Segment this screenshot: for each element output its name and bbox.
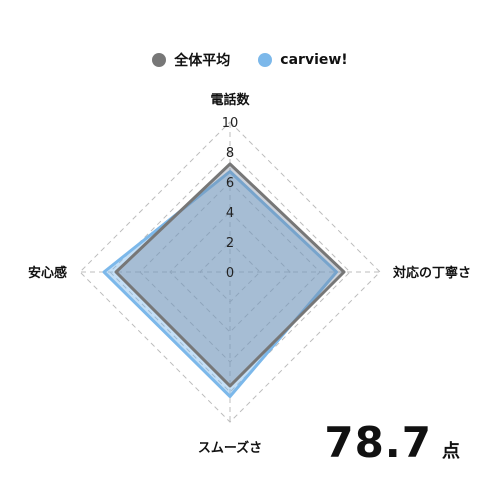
legend-swatch-average: [152, 53, 167, 67]
tick-label-6: 6: [226, 176, 234, 191]
axis-label-0: 電話数: [210, 92, 250, 108]
series-average-area: [114, 162, 346, 388]
legend-item-carview: carview!: [258, 50, 348, 70]
score-unit: 点: [442, 441, 460, 462]
legend-label-average: 全体平均: [174, 53, 231, 69]
axis-label-3: 安心感: [28, 265, 67, 281]
legend-swatch-carview: [258, 53, 273, 67]
grid-ring-4: [169, 211, 291, 333]
legend-label-carview: carview!: [280, 52, 348, 68]
tick-label-10: 10: [222, 116, 239, 131]
score-value: 78.7: [324, 418, 432, 467]
axis-label-1: 対応の丁寧さ: [392, 265, 471, 281]
tick-label-8: 8: [226, 146, 234, 161]
tick-label-0: 0: [226, 266, 234, 281]
total-score: 78.7 点: [324, 418, 460, 467]
axis-label-2: スムーズさ: [198, 440, 262, 456]
grid-ring-10: [79, 121, 381, 423]
legend-item-average: 全体平均: [152, 50, 230, 70]
tick-label-2: 2: [226, 236, 234, 251]
tick-label-4: 4: [226, 206, 234, 221]
chart-legend: 全体平均 carview!: [0, 50, 500, 70]
